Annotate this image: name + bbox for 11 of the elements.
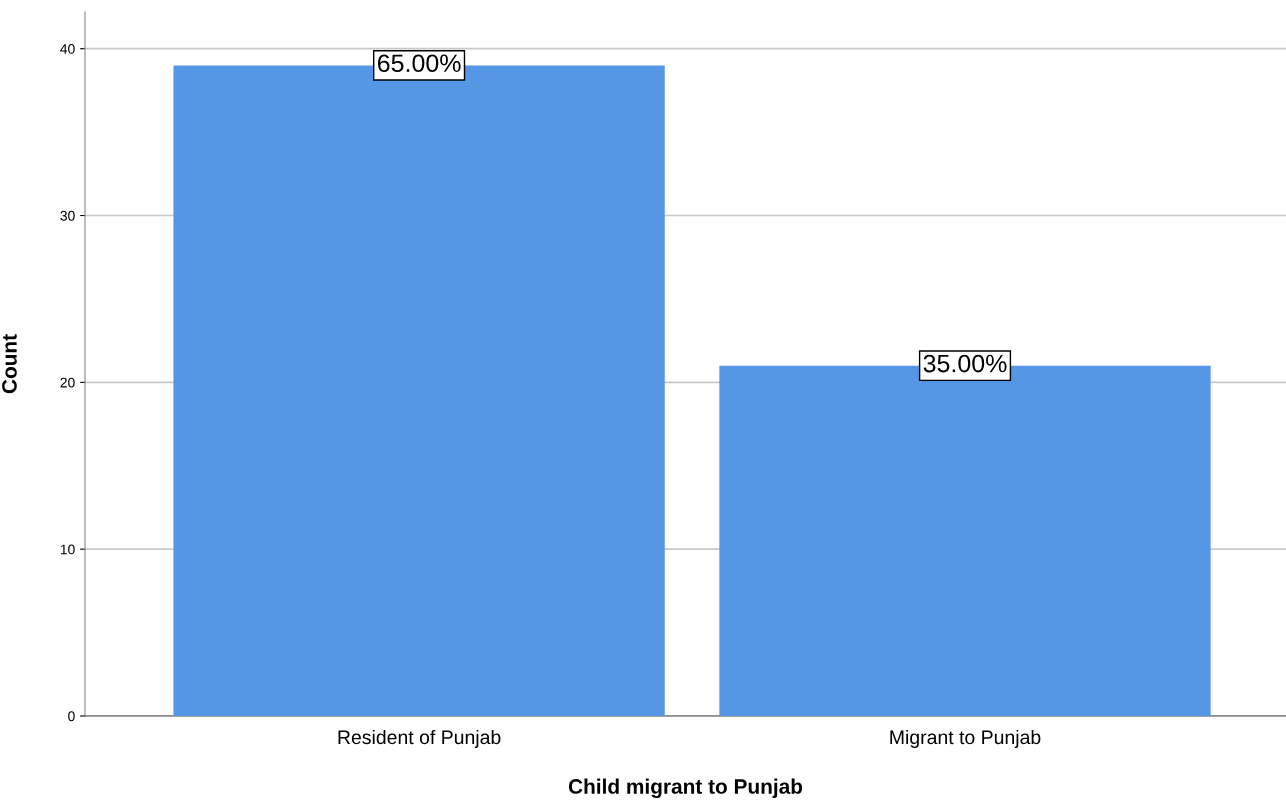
y-tick-label: 40 bbox=[60, 44, 75, 54]
annotation: 65.00% bbox=[377, 54, 461, 73]
y-axis-title: Count bbox=[2, 334, 17, 394]
y-tick-label: 20 bbox=[60, 377, 75, 388]
x-tick-label: Resident of Punjab bbox=[338, 729, 501, 749]
x-tick-label: Migrant to Punjab bbox=[890, 729, 1041, 749]
y-tick-label: 10 bbox=[60, 544, 75, 555]
y-tick-label: 30 bbox=[60, 210, 75, 221]
y-tick-label: 0 bbox=[68, 711, 75, 722]
annotation: 35.00% bbox=[923, 354, 1007, 373]
x-axis-title: Child migrant to Punjab bbox=[568, 778, 803, 799]
